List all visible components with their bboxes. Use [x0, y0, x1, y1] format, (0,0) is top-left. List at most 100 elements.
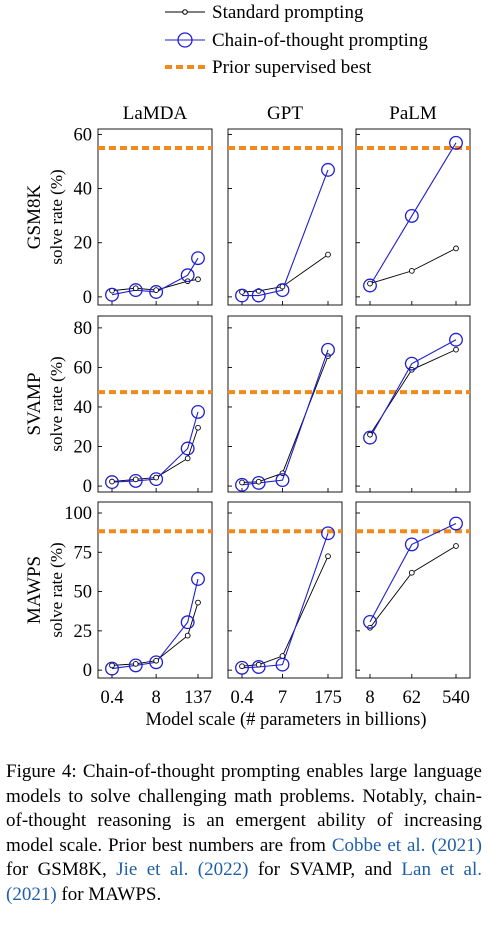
row-label-mawps: MAWPS solve rate (%)	[24, 542, 66, 637]
cot-point-svamp-palm-2	[449, 332, 463, 347]
cot-point-svamp-gpt-0	[235, 477, 249, 492]
standard-point-mawps-lamda-0	[109, 662, 115, 669]
standard-line-gsm8k-palm	[369, 248, 457, 285]
cot-point-svamp-lamda-1	[128, 473, 143, 488]
standard-point-svamp-palm-0	[367, 431, 373, 438]
panel-frame-svamp-palm	[355, 315, 471, 493]
column-title-gpt: GPT	[267, 103, 303, 124]
figure-caption: Figure 4: Chain-of-thought prompting ena…	[6, 760, 482, 908]
panel-mawps-gpt: 0.4 7 175	[227, 501, 343, 708]
citation-lan-link[interactable]: Lan et al. (2021)	[6, 859, 483, 905]
cot-point-mawps-lamda-0	[105, 661, 119, 676]
panel-frame-svamp-gpt	[227, 315, 343, 493]
panels: 0 20 40 60 0 20 40 60 80 0 25 50 75 100 0.4 8 137 0.4 7 175…	[64, 125, 471, 708]
x-tick-label-lamda-137: 137	[184, 688, 212, 708]
y-tick-label-svamp-lamda-40: 40	[74, 398, 93, 418]
cot-point-mawps-gpt-2	[275, 657, 290, 672]
column-title-lamda: LaMDA	[123, 103, 188, 124]
standard-point-gsm8k-palm-1	[408, 268, 415, 274]
standard-line-gsm8k-gpt	[241, 254, 329, 293]
standard-point-svamp-gpt-0	[239, 479, 245, 486]
standard-point-gsm8k-lamda-4	[195, 276, 201, 283]
y-tick-label-gsm8k-lamda-40: 40	[74, 180, 93, 200]
cot-point-gsm8k-lamda-3	[180, 268, 195, 283]
x-tick-label-gpt-175: 175	[314, 688, 342, 708]
standard-point-gsm8k-palm-2	[453, 245, 459, 252]
panel-frame-gsm8k-palm	[355, 128, 471, 306]
cot-point-mawps-lamda-4	[191, 572, 205, 586]
y-tick-label-mawps-lamda-25: 25	[74, 622, 93, 642]
panel-frame-gsm8k-lamda	[97, 128, 213, 306]
standard-line-mawps-gpt	[241, 556, 329, 667]
row-labels: GSM8K solve rate (%)SVAMP solve rate (%)MA…	[24, 169, 66, 637]
legend-standard-label: Standard prompting	[212, 2, 364, 23]
legend-standard-marker	[182, 9, 188, 15]
cot-point-mawps-gpt-3	[321, 526, 335, 541]
standard-point-gsm8k-lamda-2	[153, 287, 159, 293]
cot-point-svamp-palm-0	[363, 430, 377, 445]
y-tick-label-mawps-lamda-75: 75	[74, 543, 93, 563]
panel-svamp-gpt	[227, 315, 343, 493]
standard-line-mawps-palm	[369, 545, 457, 628]
y-axis-label-gsm8k: solve rate (%)	[47, 169, 66, 264]
cot-point-gsm8k-palm-2	[449, 135, 463, 150]
cot-point-gsm8k-gpt-2	[275, 283, 290, 298]
cot-point-gsm8k-gpt-0	[235, 288, 249, 303]
cot-point-svamp-palm-1	[404, 356, 419, 371]
legend-cot-label: Chain-of-thought prompting	[212, 30, 428, 51]
standard-point-mawps-gpt-3	[325, 553, 331, 560]
cot-point-mawps-lamda-2	[149, 655, 164, 670]
row-label-svamp: SVAMP solve rate (%)	[24, 356, 66, 451]
cot-point-mawps-palm-0	[363, 614, 377, 629]
standard-point-mawps-gpt-1	[255, 661, 262, 668]
panel-gsm8k-lamda: 0 20 40 60	[74, 125, 213, 308]
standard-line-svamp-gpt	[241, 355, 329, 483]
standard-point-mawps-lamda-1	[132, 661, 139, 667]
cot-point-mawps-lamda-3	[180, 615, 195, 630]
y-tick-label-svamp-lamda-60: 60	[74, 358, 93, 378]
cot-line-svamp-palm	[369, 339, 457, 438]
panel-svamp-palm	[355, 315, 471, 493]
cot-line-svamp-gpt	[241, 349, 329, 486]
y-tick-label-svamp-lamda-80: 80	[74, 319, 93, 339]
y-tick-label-gsm8k-lamda-20: 20	[74, 234, 93, 254]
column-titles: LaMDA GPT PaLM	[123, 103, 437, 124]
legend: Standard prompting Chain-of-thought promp…	[165, 2, 428, 78]
standard-point-gsm8k-palm-0	[367, 280, 373, 287]
y-axis-label-mawps: solve rate (%)	[47, 542, 66, 637]
x-tick-label-gpt-7: 7	[278, 688, 287, 708]
panel-frame-mawps-lamda	[97, 501, 213, 679]
panel-frame-gsm8k-gpt	[227, 128, 343, 306]
y-axis-label-svamp: solve rate (%)	[47, 356, 66, 451]
cot-point-svamp-lamda-0	[105, 475, 119, 490]
panel-gsm8k-gpt	[227, 128, 343, 306]
cot-point-gsm8k-gpt-3	[321, 162, 335, 177]
standard-point-svamp-lamda-1	[132, 476, 139, 483]
panel-frame-mawps-palm	[355, 501, 471, 679]
cot-point-svamp-lamda-2	[149, 472, 164, 487]
standard-point-svamp-lamda-0	[109, 478, 115, 485]
cot-line-svamp-lamda	[111, 411, 199, 483]
cot-point-svamp-lamda-3	[180, 441, 195, 456]
citation-jie-link[interactable]: Jie et al. (2022)	[116, 859, 249, 881]
y-tick-label-gsm8k-lamda-0: 0	[83, 288, 92, 308]
cot-point-gsm8k-lamda-1	[128, 283, 143, 298]
x-tick-label-lamda-0-4: 0.4	[100, 688, 123, 708]
row-title-mawps: MAWPS	[24, 556, 45, 624]
row-title-gsm8k: GSM8K	[24, 185, 45, 250]
cot-line-gsm8k-gpt	[242, 169, 329, 297]
standard-point-gsm8k-gpt-2	[279, 283, 286, 290]
standard-point-svamp-gpt-1	[255, 478, 262, 485]
caption-text-mawps: for MAWPS.	[56, 883, 162, 905]
cot-point-mawps-palm-2	[449, 516, 463, 531]
standard-point-mawps-lamda-2	[153, 657, 159, 664]
cot-line-mawps-gpt	[241, 533, 329, 669]
cot-point-svamp-gpt-2	[275, 473, 290, 488]
cot-point-mawps-palm-1	[404, 537, 419, 552]
y-tick-label-mawps-lamda-100: 100	[64, 504, 92, 524]
cot-point-gsm8k-lamda-2	[149, 285, 164, 299]
y-tick-label-mawps-lamda-50: 50	[74, 583, 93, 603]
cot-point-mawps-lamda-1	[128, 658, 143, 673]
standard-point-mawps-lamda-4	[195, 599, 201, 606]
citation-cobbe-link[interactable]: Cobbe et al. (2021)	[331, 834, 482, 856]
